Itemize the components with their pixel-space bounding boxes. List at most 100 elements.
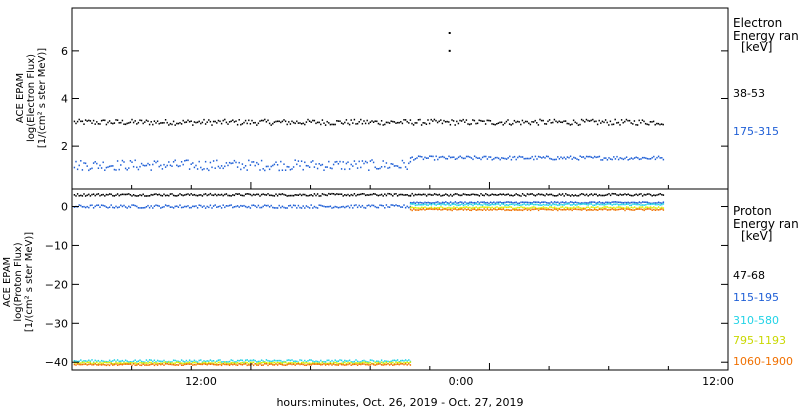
proton-ylabel-line3: [1/(cm² s ster MeV)] [24,232,35,332]
proton-point-s4-g1 [582,208,585,210]
proton-point-s4-g0 [408,363,410,365]
proton-point-s4-g1 [661,208,663,210]
proton-point-s2-g1 [448,204,450,206]
proton-point-s0-g1 [473,193,476,196]
proton-point-s0-g1 [419,193,421,196]
proton-point-s0-g1 [437,194,439,196]
proton-point-s0-g0 [392,195,394,197]
proton-point-s1-g0 [340,206,343,208]
proton-point-s1-g0 [209,204,212,207]
electron-point-s1-g0 [401,159,404,162]
proton-point-s0-g0 [123,193,125,196]
proton-point-s0-g0 [281,193,284,195]
proton-point-s0-g0 [267,193,269,195]
proton-point-s0-g0 [315,194,317,197]
proton-point-s0-g0 [252,193,255,196]
proton-point-s4-g1 [619,208,621,210]
electron-point-s0-g0 [372,121,375,123]
proton-point-s0-g1 [414,193,417,196]
proton-point-s2-g1 [523,203,525,205]
proton-point-s0-g1 [481,194,484,196]
electron-point-s0-g0 [464,121,466,123]
proton-point-s0-g0 [380,193,383,196]
proton-point-s4-g0 [108,364,111,367]
proton-point-s0-g1 [646,193,649,195]
proton-point-s0-g0 [139,194,141,196]
electron-point-s1-g1 [621,157,623,160]
proton-point-s4-g0 [388,364,391,366]
proton-point-s1-g1 [477,201,479,203]
electron-point-s0-g0 [609,120,612,123]
proton-point-s0-g0 [219,194,221,196]
electron-point-s1-g0 [326,166,328,168]
proton-point-s4-g0 [123,363,125,365]
proton-point-s1-g1 [656,202,658,204]
electron-point-s0-g0 [236,123,239,126]
proton-point-s0-g0 [73,194,76,196]
electron-point-s0-g0 [219,120,221,123]
proton-point-s0-g1 [472,193,474,195]
proton-point-s2-g0 [318,361,320,363]
proton-point-s2-g0 [163,359,165,362]
proton-point-s3-g0 [227,362,229,365]
electron-point-s1-g0 [180,161,183,163]
proton-point-s0-g1 [552,194,554,197]
proton-point-s2-g1 [491,203,493,206]
proton-point-s0-g1 [549,193,551,196]
proton-point-s0-g1 [480,193,482,195]
electron-point-s0-g0 [465,119,468,121]
proton-point-s0-g1 [611,192,613,195]
proton-point-s3-g1 [606,206,609,208]
proton-point-s3-g0 [118,362,120,364]
proton-point-s0-g0 [292,194,295,197]
proton-point-s4-g0 [288,363,290,365]
proton-point-s2-g1 [521,203,524,206]
proton-point-s0-g0 [128,193,130,195]
electron-point-s1-g0 [252,161,255,163]
electron-point-s0-g0 [628,119,631,122]
electron-point-s1-g1 [565,158,567,160]
proton-point-s1-g0 [230,204,232,206]
proton-point-s2-g0 [390,360,392,363]
proton-point-s4-g1 [600,208,602,211]
proton-point-s2-g1 [574,204,577,206]
proton-point-s4-g0 [240,363,242,366]
proton-point-s4-g1 [613,208,615,211]
proton-point-s1-g0 [164,204,167,206]
proton-point-s2-g1 [480,204,482,206]
proton-point-s0-g1 [507,193,509,195]
x-axis-label: hours:minutes, Oct. 26, 2019 - Oct. 27, … [276,396,523,409]
proton-point-s3-g0 [195,362,197,364]
electron-point-s0-g0 [376,120,378,123]
proton-point-s1-g1 [421,202,423,204]
proton-point-s2-g0 [260,359,263,361]
electron-point-s0-g0 [646,123,648,126]
electron-point-s1-g1 [589,155,591,158]
proton-point-s2-g0 [262,360,264,362]
electron-point-s0-g0 [416,122,418,124]
electron-point-s1-g1 [582,156,585,158]
proton-point-s0-g0 [240,194,242,196]
proton-point-s0-g0 [110,193,112,196]
proton-point-s0-g1 [614,193,617,195]
proton-point-s4-g0 [276,364,279,366]
proton-point-s3-g1 [617,206,620,208]
proton-point-s4-g0 [376,363,378,366]
proton-point-s4-g0 [379,363,381,365]
electron-point-s1-g1 [557,156,559,158]
electron-point-s0-g0 [460,120,463,122]
proton-point-s4-g0 [211,363,213,365]
proton-point-s1-g0 [169,206,172,208]
proton-point-s3-g1 [456,206,458,209]
proton-point-s1-g0 [80,204,82,207]
electron-point-s1-g1 [624,157,626,160]
proton-point-s4-g0 [148,364,151,366]
proton-point-s4-g0 [318,363,320,365]
proton-point-s4-g1 [539,208,541,210]
proton-point-s3-g1 [621,206,623,209]
proton-point-s1-g0 [345,205,348,208]
proton-point-s1-g0 [249,207,252,209]
x-axis-ticks [71,182,729,370]
electron-point-s0-g0 [88,119,90,122]
proton-point-s1-g0 [211,207,213,209]
